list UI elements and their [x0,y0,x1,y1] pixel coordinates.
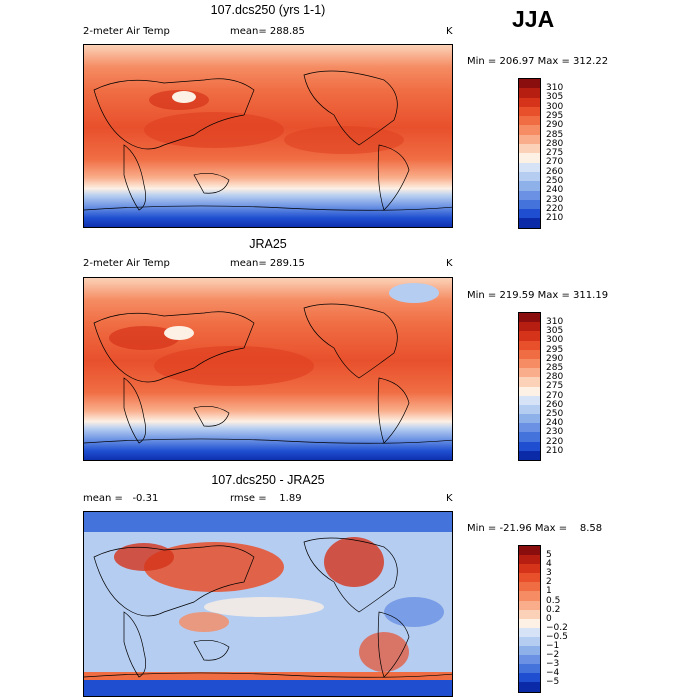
panel1-cbar-label: 310 [546,83,564,93]
panel3-units-label: K [446,493,453,504]
panel2-cbar-label: 240 [546,418,564,429]
panel3-cbar-label: 0.2 [546,604,561,615]
panel1-cbar-label: 260 [546,166,564,177]
panel3-cbar-label: 1 [546,586,552,597]
panel1-minmax-label: Min = 206.97 Max = 312.22 [467,56,609,67]
panel2-cbar-label: 275 [546,381,564,392]
panel2-mean-label: mean= 289.15 [230,258,305,269]
panel1-cbar-label: 270 [546,157,564,168]
panel3-cbar-label: 3 [546,568,552,579]
panel3-cbar-label: −3 [546,659,560,670]
panel3-cbar-label: −1 [546,641,560,651]
panel2-map [83,277,453,461]
panel1-cbar-label: 275 [546,148,564,159]
panel3-cbar-label: −0.5 [546,631,568,642]
panel3-minmax-label: Min = -21.96 Max = 8.58 [467,523,603,534]
panel1-cbar-label: 290 [546,120,564,131]
panel1-cbar-label: 280 [546,138,564,149]
panel3-cbar-label: 4 [546,559,552,570]
panel3-mean-label: mean = -0.31 [83,493,159,504]
panel1-cbar-label: 305 [546,92,564,103]
panel3-cbar-label: −5 [546,677,560,688]
panel2-colorbar [518,312,541,461]
panel3-cbar-label: 0.5 [546,595,561,606]
panel2-cbar-label: 260 [546,399,564,410]
panel1-cbar-label: 250 [546,176,564,186]
panel3-colorbar [518,545,541,693]
panel3-cbar-label: 5 [546,550,552,560]
panel1-units-label: K [446,26,453,37]
panel2-cbar-label: 285 [546,363,564,373]
panel1-title: 107.dcs250 (yrs 1-1) [210,3,326,17]
panel2-cbar-label: 290 [546,353,564,364]
panel1-cbar-label: 210 [546,213,564,224]
panel2-cbar-label: 250 [546,409,564,419]
panel1-cbar-label: 230 [546,194,564,205]
panel2-variable-label: 2-meter Air Temp [83,258,170,269]
season-label: JJA [512,6,555,32]
panel1-cbar-label: 285 [546,129,564,140]
panel3-cbar-label: −0.2 [546,622,568,633]
panel1-colorbar [518,78,541,229]
panel2-title: JRA25 [249,237,287,251]
panel3-map [83,511,453,697]
panel3-title: 107.dcs250 - JRA25 [211,473,325,487]
panel3-rmse-label: rmse = 1.89 [230,493,302,504]
panel2-cbar-label: 310 [546,317,564,327]
panel2-cbar-label: 295 [546,344,564,355]
panel2-cbar-label: 305 [546,326,564,337]
panel2-cbar-label: 220 [546,436,564,447]
panel1-cbar-label: 220 [546,203,564,214]
panel1-variable-label: 2-meter Air Temp [83,26,170,37]
panel2-cbar-label: 300 [546,335,564,346]
panel1-cbar-label: 295 [546,110,564,121]
panel2-cbar-label: 280 [546,372,564,383]
panel1-mean-label: mean= 288.85 [230,26,305,37]
panel2-cbar-label: 230 [546,427,564,438]
panel2-cbar-label: 210 [546,445,564,456]
panel3-cbar-label: −2 [546,650,560,661]
panel1-map [83,44,453,228]
panel1-cbar-label: 240 [546,185,564,196]
panel2-cbar-label: 270 [546,390,564,401]
panel3-cbar-label: 2 [546,577,552,588]
panel1-cbar-label: 300 [546,101,564,112]
panel2-units-label: K [446,258,453,269]
panel3-cbar-label: 0 [546,613,552,624]
panel2-minmax-label: Min = 219.59 Max = 311.19 [467,290,609,301]
panel3-cbar-label: −4 [546,668,560,679]
